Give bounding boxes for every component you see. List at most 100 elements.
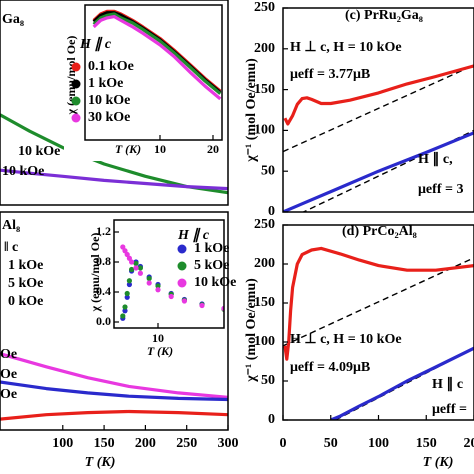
annotation: 5 kOe (8, 276, 43, 291)
axes-frame (282, 7, 474, 213)
x-tick-label: 100 (368, 436, 389, 451)
x-tick-label: 100 (52, 436, 73, 451)
plot-area (283, 246, 474, 420)
y-tick-label: 150 (254, 82, 275, 97)
data-point (124, 290, 130, 297)
legend-marker (177, 278, 187, 288)
y-axis-label: χ (emu/mol Oe) (64, 36, 78, 116)
y-axis-label: χ⁻¹ (mol Oe/emu) (244, 58, 259, 163)
panel: 0 50 100 150 200 0 50 100 150 200 250 T (K) χ⁻¹ (mol… (244, 217, 474, 470)
axes-frame (113, 219, 225, 329)
annotation: μeff = 3.77μB (290, 67, 370, 82)
annotation: μeff = (432, 402, 467, 417)
y-tick-label: 0.8 (96, 254, 111, 268)
annotation: Oe (0, 387, 17, 402)
data-point (146, 275, 152, 282)
annotation: 0 kOe (8, 294, 43, 309)
y-axis-label: χ (emu/mol Oe) (88, 233, 102, 313)
annotation: 10 kOe (18, 144, 60, 159)
x-tick-label: 300 (218, 436, 239, 451)
annotation: 1 kOe (8, 258, 43, 273)
y-axis-label: χ⁻¹ (mol Oe/emu) (244, 278, 259, 383)
annotation: ‖ c (4, 240, 18, 255)
data-point (126, 278, 132, 284)
x-axis-label: T (K) (85, 455, 116, 470)
data-point (168, 293, 174, 300)
legend-label: 10 kOe (194, 275, 236, 290)
data-point (126, 255, 132, 261)
annotation: Oe (0, 347, 17, 362)
legend-title: H ∥ c (177, 227, 210, 243)
data-point (126, 281, 132, 288)
panel: Ga₈ 10 kOe 10 kOe (0, 0, 229, 206)
x-tick-label: 250 (176, 436, 197, 451)
data-point (120, 244, 126, 250)
plot-area (92, 9, 222, 101)
axes-frame (0, 0, 229, 206)
x-tick-label: 50 (324, 436, 338, 451)
data-point (122, 248, 128, 254)
panel-title: (c) PrRu₂Ga₈ (345, 8, 423, 23)
data-point (137, 270, 143, 276)
legend-label: 5 kOe (194, 258, 229, 273)
y-tick-label: 200 (254, 256, 275, 271)
data-point (122, 308, 128, 314)
plot-area (0, 113, 228, 195)
data-line (283, 246, 474, 361)
data-point (133, 260, 139, 267)
legend-marker (71, 96, 81, 106)
data-point (124, 251, 130, 258)
y-tick-label: 150 (254, 295, 275, 310)
legend-marker (71, 62, 81, 72)
data-point (122, 304, 128, 310)
plot-area (283, 64, 474, 212)
x-tick-label: 0 (280, 436, 287, 451)
data-point (124, 294, 130, 300)
x-axis-label: T (K) (115, 142, 141, 156)
data-line (0, 352, 228, 399)
data-point (155, 283, 161, 289)
legend-label: 30 kOe (88, 110, 130, 125)
data-point (129, 259, 135, 265)
legend-label: 1 kOe (88, 76, 123, 91)
data-point (129, 266, 135, 273)
y-tick-label: 200 (254, 41, 275, 56)
annotation: H ⊥ c, H = 10 kOe (290, 40, 402, 55)
data-point (120, 313, 126, 319)
data-line (0, 168, 228, 191)
data-point (146, 280, 152, 286)
data-line (0, 409, 228, 421)
x-tick-label: 20 (207, 142, 219, 156)
panel: 100 150 200 250 300 T (K) Al₈ ‖ c 1 kOe 5 kOe 0 kO… (0, 211, 239, 470)
annotation: Oe (0, 367, 17, 382)
axes-frame (0, 211, 229, 431)
legend-marker (71, 79, 81, 89)
data-point (199, 302, 205, 309)
annotation: Al₈ (2, 218, 20, 233)
data-point (137, 265, 143, 271)
y-tick-label: 0 (268, 412, 275, 427)
x-tick-label: 150 (94, 436, 115, 451)
y-tick-label: 250 (254, 0, 275, 15)
legend-label: 0.1 kOe (88, 59, 134, 74)
x-tick-label: 10 (152, 331, 164, 345)
x-tick-label: 10 (154, 142, 166, 156)
x-axis-label: T (K) (423, 455, 454, 470)
legend-label: 1 kOe (194, 241, 229, 256)
legend-marker (177, 244, 187, 254)
fit-line (301, 129, 474, 212)
y-tick-label: 0.0 (96, 314, 111, 328)
annotation: μeff = 3 (418, 182, 463, 197)
annotation: H ∥ c (432, 376, 463, 392)
legend-label: 10 kOe (88, 93, 130, 108)
panel: 0 50 100 150 200 250 χ⁻¹ (mol Oe/emu) (c) PrRu₂… (244, 0, 474, 219)
panel-title: (d) PrCo₂Al₈ (342, 224, 417, 239)
panel: 10 20 T (K) χ (emu/mol Oe) H ∥ c 0.1 kOe 1 kOe… (64, 1, 224, 161)
data-point (181, 298, 187, 304)
y-tick-label: 250 (254, 217, 275, 232)
legend-title: H ∥ c (79, 36, 112, 52)
panel: 10 0.0 0.4 0.8 1.2 T (K) χ (emu/mol Oe) H ∥ c1 … (86, 214, 236, 359)
y-tick-label: 50 (261, 163, 275, 178)
x-axis-label: T (K) (147, 344, 173, 358)
